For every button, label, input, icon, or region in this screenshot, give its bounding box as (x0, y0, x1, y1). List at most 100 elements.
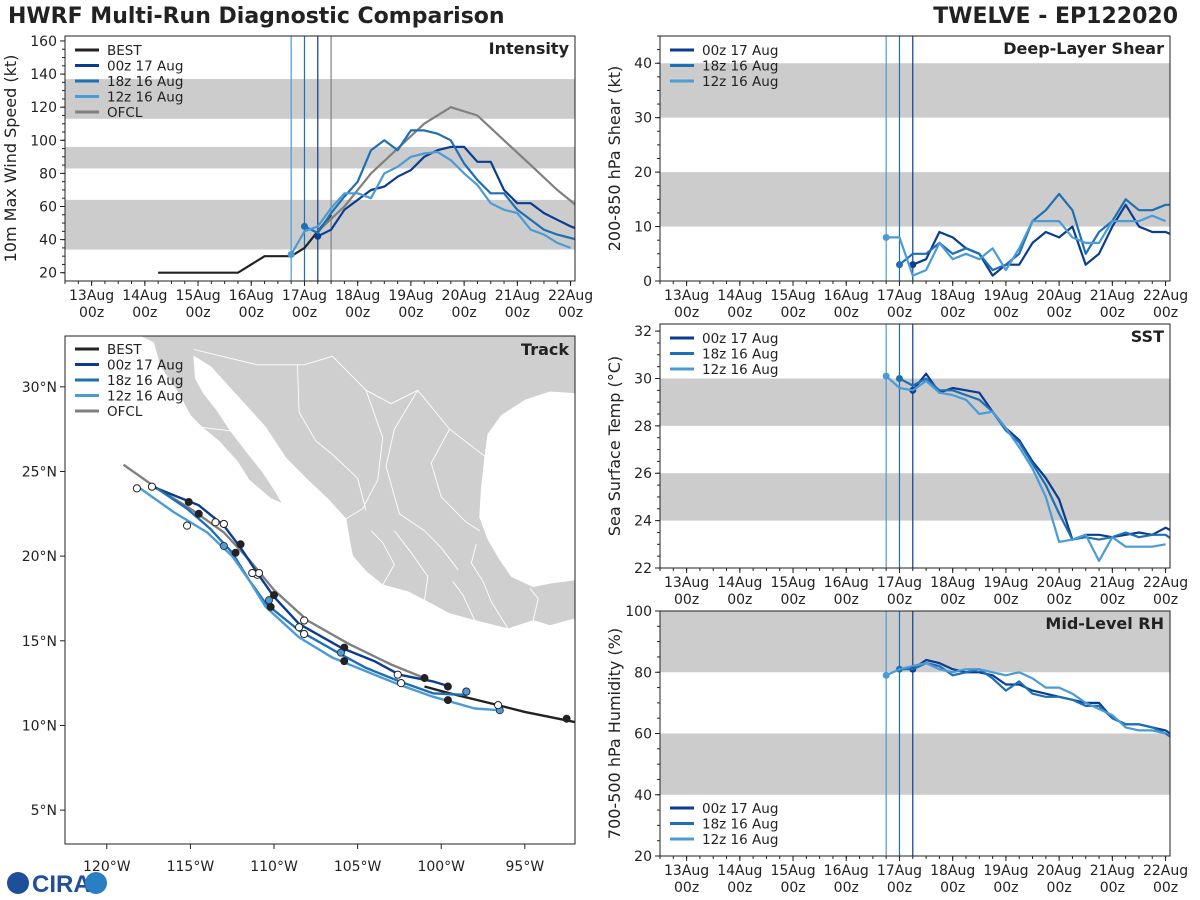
shear-xtick-label-day: 16Aug (824, 288, 869, 304)
track-marker-open-18z-16-aug (294, 623, 304, 632)
sst-xtick-label-hour: 00z (727, 592, 752, 608)
intensity-xtick-label-day: 14Aug (122, 288, 167, 304)
shear-series-00z-17-aug (912, 203, 1170, 277)
sst-chart: 22242628303213Aug00z14Aug00z15Aug00z16Au… (605, 323, 1188, 608)
sst-xtick-label-hour: 00z (1153, 592, 1178, 608)
rh-ytick-label-20: 20 (634, 849, 652, 865)
track-plot-area (65, 336, 575, 724)
sst-xtick-label-day: 15Aug (770, 575, 815, 591)
track-state-border-1 (296, 364, 333, 455)
track-state-border-10 (529, 588, 539, 621)
track-frame (64, 335, 576, 845)
track-ytick-label: 15°N (22, 634, 57, 650)
intensity-band-2 (65, 79, 575, 119)
intensity-xtick-label-hour: 00z (398, 305, 423, 321)
rh-xtick-label-hour: 00z (1153, 880, 1178, 896)
track-marker-filled-12z-16-aug (264, 596, 273, 605)
track-marker-open-12z-16-aug (248, 568, 257, 578)
intensity-ytick-label-160: 160 (30, 34, 57, 50)
track-marker-filled-12z-16-aug (462, 687, 471, 696)
track-legend-label-ofcl: OFCL (107, 404, 143, 420)
shear-xtick-label-day: 20Aug (1037, 288, 1082, 304)
rh-band-0 (660, 733, 1170, 795)
shear-xtick-label-hour: 00z (940, 305, 965, 321)
sst-ytick-label-22: 22 (634, 561, 652, 577)
intensity-legend-label-00z-17-aug: 00z 17 Aug (107, 59, 183, 75)
track-marker-open-00z-17-aug (300, 616, 309, 625)
shear-start-marker-12z-16-aug (882, 233, 890, 241)
shear-legend-label-00z-17-aug: 00z 17 Aug (702, 43, 778, 59)
track-state-border-6 (370, 530, 395, 586)
sst-xtick-label-day: 17Aug (877, 575, 922, 591)
sst-ytick-label-32: 32 (634, 324, 652, 340)
track-ytick-label: 5°N (31, 803, 57, 819)
intensity-ytick-label-100: 100 (30, 133, 57, 149)
intensity-ytick-label-80: 80 (39, 166, 57, 182)
track-line-12z-16-aug (139, 487, 500, 712)
track-panel-title: Track (521, 340, 569, 359)
cira-logo-text: CIRA (32, 871, 91, 898)
intensity-legend-label-18z-16-aug: 18z 16 Aug (107, 74, 183, 90)
shear-start-marker-00z-17-aug (909, 261, 917, 269)
intensity-xtick-label-day: 19Aug (388, 288, 433, 304)
shear-xtick-label-day: 21Aug (1090, 288, 1135, 304)
track-ytick-label: 20°N (22, 549, 57, 565)
shear-start-marker-18z-16-aug (895, 261, 903, 269)
track-marker-filled-18z-16-aug (231, 548, 240, 557)
intensity-xtick-label-hour: 00z (558, 305, 583, 321)
track-ytick-label: 30°N (22, 380, 57, 396)
sst-xtick-label-hour: 00z (993, 592, 1018, 608)
sst-xtick-label-hour: 00z (834, 592, 859, 608)
rh-series-12z-16-aug (885, 661, 1166, 735)
cira-logo: CIRA (7, 871, 107, 898)
rh-xtick-label-day: 17Aug (877, 863, 922, 879)
intensity-series-00z-17-aug (317, 145, 575, 238)
shear-legend-label-12z-16-aug: 12z 16 Aug (702, 74, 778, 90)
track-map: 120°W 115°W 110°W 105°W 100°W 95°W 5°N 10°N 15°N… (22, 335, 576, 875)
intensity-xtick-label-day: 20Aug (442, 288, 487, 304)
rh-xtick-label-hour: 00z (1047, 880, 1072, 896)
intensity-xtick-label-hour: 00z (452, 305, 477, 321)
rh-ytick-label-40: 40 (634, 788, 652, 804)
rh-band-1 (660, 611, 1170, 673)
shear-ytick-label-30: 30 (634, 111, 652, 127)
rh-ytick-label-80: 80 (634, 665, 652, 681)
track-marker-open-18z-16-aug (219, 519, 228, 529)
intensity-legend-label-best: BEST (107, 43, 142, 59)
shear-xtick-label-day: 19Aug (983, 288, 1028, 304)
track-xtick-label: 110°W (250, 859, 298, 875)
track-line-best (424, 685, 575, 724)
shear-ylabel: 200-850 hPa Shear (kt) (605, 66, 624, 252)
sst-ytick-label-24: 24 (634, 514, 652, 530)
intensity-xtick-label-hour: 00z (345, 305, 370, 321)
rh-xtick-label-day: 22Aug (1143, 863, 1188, 879)
sst-xtick-label-hour: 00z (1047, 592, 1072, 608)
rh-legend-label-12z-16-aug: 12z 16 Aug (702, 832, 778, 848)
sst-xtick-label-day: 19Aug (983, 575, 1028, 591)
rh-ylabel: 700-500 hPa Humidity (%) (605, 628, 624, 839)
sst-xtick-label-hour: 00z (940, 592, 965, 608)
sst-xtick-label-day: 20Aug (1037, 575, 1082, 591)
rh-xtick-label-day: 18Aug (930, 863, 975, 879)
track-state-border-5 (332, 454, 367, 511)
sst-xtick-label-day: 18Aug (930, 575, 975, 591)
sst-series-00z-17-aug (911, 372, 1170, 541)
sst-plot-area (660, 324, 1170, 568)
track-marker-open-12z-16-aug (300, 629, 309, 639)
intensity-ytick-label-140: 140 (30, 67, 57, 83)
shear-plot-area (660, 36, 1170, 281)
rh-xtick-label-day: 20Aug (1037, 863, 1082, 879)
shear-xtick-label-day: 22Aug (1143, 288, 1188, 304)
intensity-series-12z-16-aug (290, 150, 571, 256)
shear-series-18z-16-aug (898, 192, 1170, 272)
rh-ytick-label-60: 60 (634, 727, 652, 743)
sst-xtick-label-hour: 00z (780, 592, 805, 608)
intensity-xtick-label-day: 15Aug (175, 288, 220, 304)
intensity-xtick-label-day: 17Aug (282, 288, 327, 304)
sst-start-marker-18z-16-aug (895, 374, 903, 382)
intensity-band-1 (65, 146, 575, 169)
rh-plot-area (660, 611, 1170, 856)
rh-xtick-label-hour: 00z (1100, 880, 1125, 896)
intensity-chart: 2040608010012014016013Aug00z14Aug00z15Au… (1, 34, 593, 321)
sst-xtick-label-day: 13Aug (664, 575, 709, 591)
